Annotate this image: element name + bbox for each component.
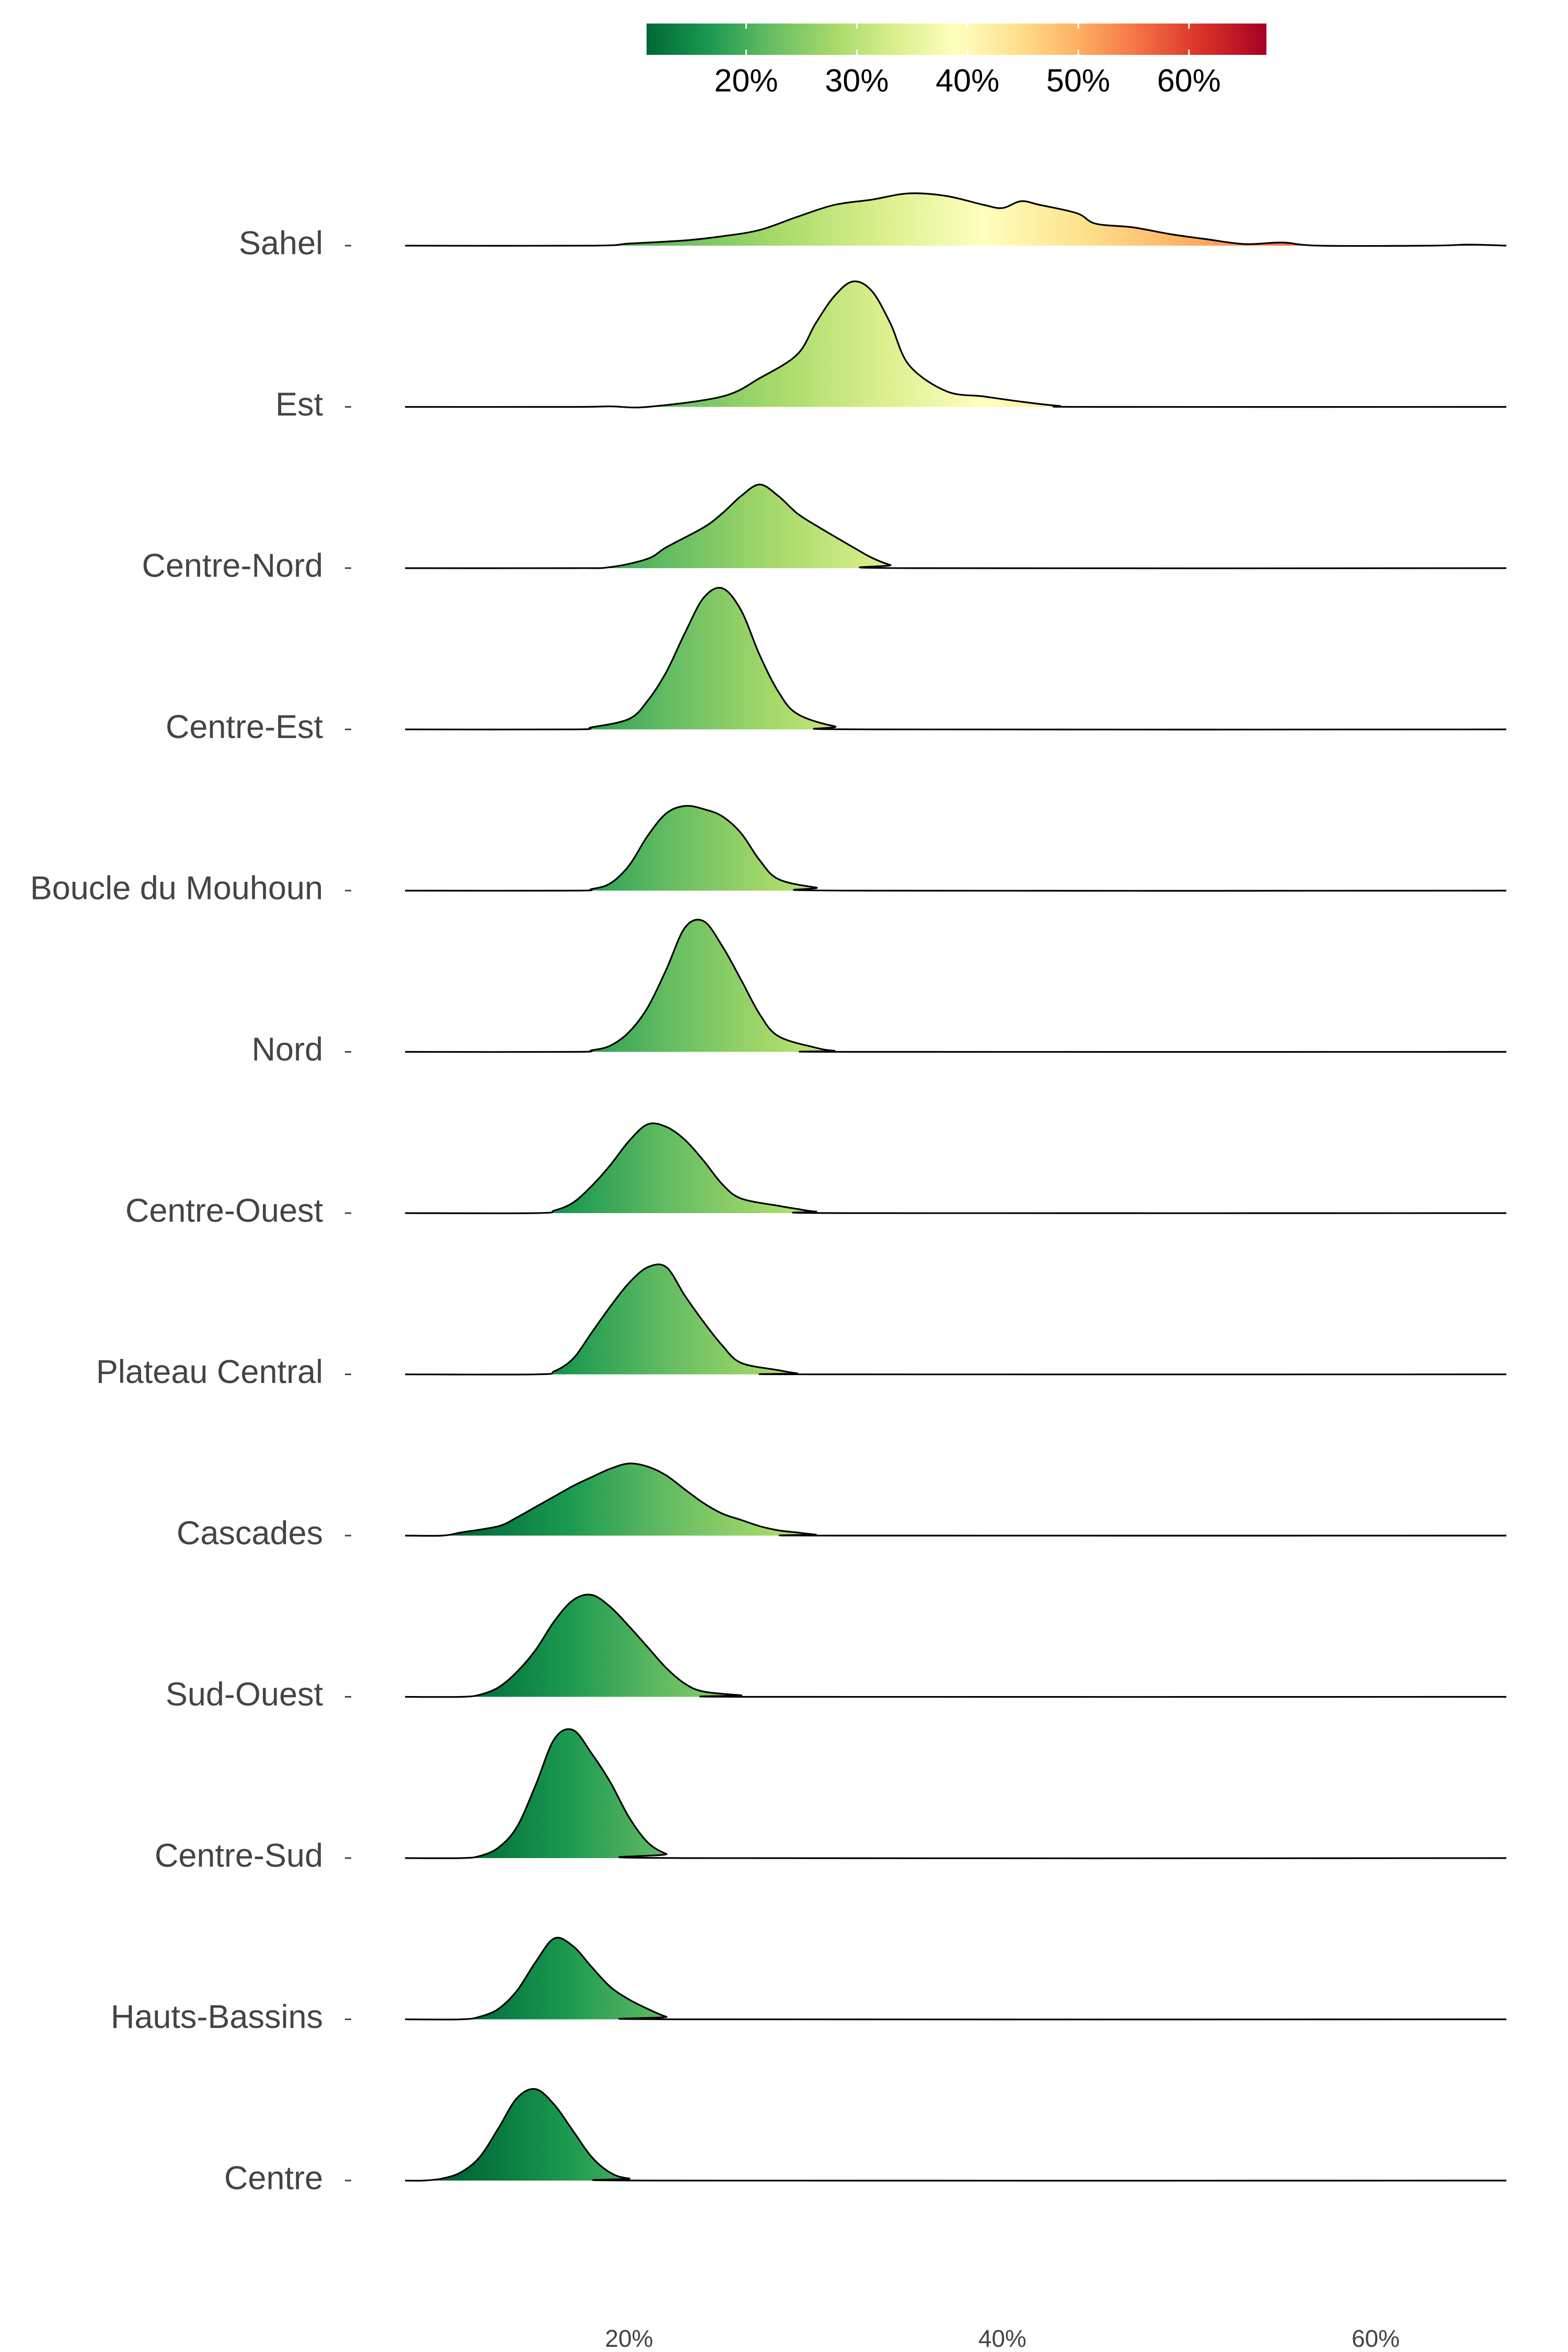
ridge-centre-nord (405, 483, 1507, 570)
ridge-hauts-bassins (405, 1936, 1507, 2021)
density-line-nord (405, 919, 1507, 1053)
colorbar (647, 24, 1266, 55)
y-label-est: Est (275, 386, 324, 423)
colorbar-label-20: 20% (714, 63, 778, 98)
density-area-centre-ouest (405, 1123, 1506, 1214)
y-label-hauts-bassins: Hauts-Bassins (111, 1999, 323, 2035)
y-label-cascades: Cascades (177, 1515, 323, 1552)
ridge-centre-sud (405, 1728, 1507, 1860)
x-tick-label-40: 40% (978, 2325, 1027, 2352)
density-line-est (405, 280, 1507, 409)
density-line-cascades (405, 1462, 1507, 1537)
y-label-centre: Centre (224, 2160, 323, 2197)
y-label-centre-ouest: Centre-Ouest (125, 1193, 324, 1229)
ridge-est (405, 280, 1507, 409)
y-label-centre-sud: Centre-Sud (155, 1838, 323, 1874)
density-area-centre-est (405, 587, 1506, 730)
density-area-plateau-central (405, 1264, 1506, 1375)
y-label-plateau-central: Plateau Central (96, 1354, 323, 1390)
y-label-sahel: Sahel (239, 225, 323, 262)
density-line-centre-ouest (405, 1122, 1507, 1214)
ridges-layer (405, 192, 1507, 2182)
density-area-est (405, 281, 1506, 408)
density-area-centre-nord (405, 485, 1506, 569)
density-area-boucle-du-mouhoun (405, 805, 1506, 891)
ridge-boucle-du-mouhoun (405, 805, 1507, 892)
density-line-boucle-du-mouhoun (405, 805, 1507, 892)
density-area-cascades (405, 1463, 1506, 1536)
ridge-nord (405, 919, 1507, 1053)
x-tick-label-20: 20% (605, 2325, 653, 2352)
colorbar-legend: 20% 30% 40% 50% 60% (647, 24, 1266, 98)
y-label-centre-est: Centre-Est (166, 709, 324, 745)
density-line-centre-nord (405, 483, 1507, 570)
colorbar-label-50: 50% (1046, 63, 1110, 98)
density-area-sud-ouest (405, 1594, 1506, 1697)
density-area-sahel (405, 193, 1506, 246)
density-area-centre (405, 2089, 1506, 2181)
density-line-sahel (405, 192, 1507, 247)
x-axis: 20% 40% 60% (605, 2325, 1400, 2352)
ridge-plateau-central (405, 1263, 1507, 1376)
colorbar-label-40: 40% (936, 63, 999, 98)
colorbar-label-30: 30% (825, 63, 889, 98)
x-tick-label-60: 60% (1352, 2325, 1400, 2352)
density-line-centre (405, 2088, 1507, 2182)
density-line-centre-sud (405, 1728, 1507, 1860)
y-label-boucle-du-mouhoun: Boucle du Mouhoun (30, 870, 323, 907)
ridge-centre-ouest (405, 1122, 1507, 1214)
y-label-sud-ouest: Sud-Ouest (166, 1676, 324, 1713)
density-line-sud-ouest (405, 1594, 1507, 1698)
y-label-nord: Nord (251, 1031, 323, 1068)
density-line-centre-est (405, 586, 1507, 731)
y-axis: Sahel Est Centre-Nord Centre-Est Boucle du M… (30, 225, 351, 2197)
ridge-centre (405, 2088, 1507, 2182)
y-label-centre-nord: Centre-Nord (142, 548, 323, 584)
ridge-centre-est (405, 586, 1507, 731)
density-area-centre-sud (405, 1729, 1506, 1859)
density-line-hauts-bassins (405, 1936, 1507, 2021)
density-area-hauts-bassins (405, 1938, 1506, 2020)
ridge-sahel (405, 192, 1507, 247)
ridge-sud-ouest (405, 1594, 1507, 1698)
density-line-plateau-central (405, 1263, 1507, 1376)
colorbar-label-60: 60% (1157, 63, 1221, 98)
density-area-nord (405, 919, 1506, 1052)
ridge-cascades (405, 1462, 1507, 1537)
